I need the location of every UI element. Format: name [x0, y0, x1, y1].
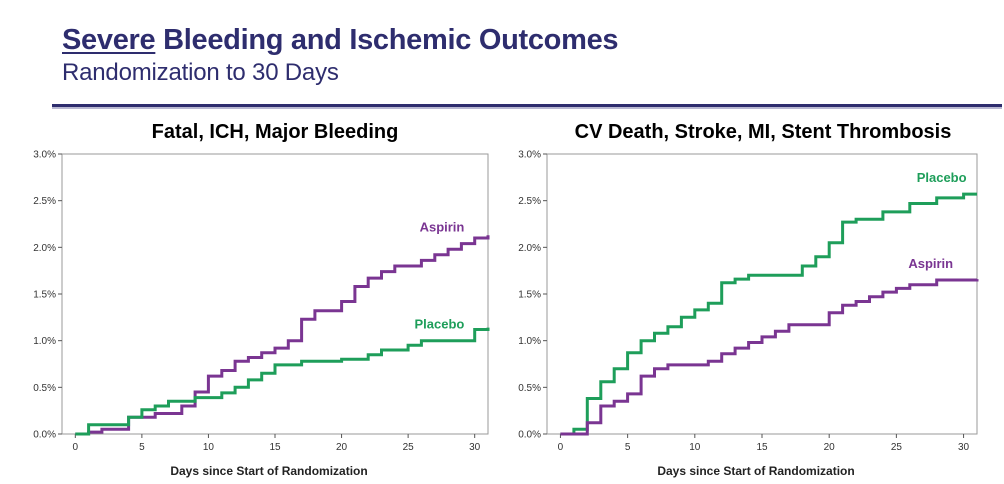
y-tick-label: 2.0% — [33, 243, 56, 254]
series-label-placebo: Placebo — [917, 170, 967, 185]
x-tick-label: 5 — [139, 442, 145, 453]
x-tick-label: 20 — [824, 442, 836, 453]
y-tick-label: 0.5% — [33, 383, 56, 394]
plot-frame — [61, 153, 489, 435]
x-axis-title: Days since Start of Randomization — [170, 464, 367, 478]
x-tick-label: 20 — [336, 442, 348, 453]
y-tick-label: 2.0% — [518, 243, 541, 254]
x-axis-title: Days since Start of Randomization — [657, 464, 854, 478]
x-tick-label: 30 — [958, 442, 970, 453]
slide-title: Severe Bleeding and Ischemic Outcomes — [62, 22, 992, 58]
y-tick-label: 2.5% — [518, 196, 541, 207]
series-line-placebo — [560, 192, 977, 436]
series-line-aspirin — [75, 235, 490, 436]
chart-panel-2: CV Death, Stroke, MI, Stent Thrombosis 0.… — [518, 121, 979, 478]
series-label-aspirin: Aspirin — [908, 256, 953, 271]
chart-title: Fatal, ICH, Major Bleeding — [152, 121, 399, 143]
series-label-aspirin: Aspirin — [420, 220, 465, 235]
chart-panel-1: Fatal, ICH, Major Bleeding 0.0% 0.5% 1.0% 1.… — [33, 121, 490, 478]
slide-subtitle: Randomization to 30 Days — [62, 59, 339, 86]
x-tick-label: 30 — [469, 442, 481, 453]
plot-frame — [546, 153, 978, 435]
y-tick-label: 1.5% — [518, 290, 541, 301]
header-divider-shadow — [52, 107, 1002, 109]
series-line-aspirin — [560, 278, 979, 436]
y-tick-label: 1.0% — [33, 336, 56, 347]
x-tick-label: 15 — [756, 442, 768, 453]
y-tick-label: 3.0% — [33, 150, 56, 161]
y-tick-label: 1.0% — [518, 336, 541, 347]
x-tick-label: 0 — [558, 442, 564, 453]
y-tick-label: 0.0% — [33, 430, 56, 441]
x-tick-label: 0 — [73, 442, 79, 453]
header-divider — [52, 104, 1002, 107]
x-tick-label: 25 — [403, 442, 415, 453]
slide-title-rest: Bleeding and Ischemic Outcomes — [155, 24, 619, 56]
x-tick-label: 10 — [689, 442, 701, 453]
y-tick-label: 1.5% — [33, 290, 56, 301]
x-tick-label: 15 — [269, 442, 281, 453]
series-line-placebo — [75, 327, 490, 436]
x-tick-label: 5 — [625, 442, 631, 453]
y-tick-label: 0.5% — [518, 383, 541, 394]
x-tick-label: 25 — [891, 442, 903, 453]
y-tick-label: 2.5% — [33, 196, 56, 207]
series-label-placebo: Placebo — [415, 317, 465, 332]
y-tick-label: 0.0% — [518, 430, 541, 441]
slide-title-emphasis: Severe — [62, 24, 156, 56]
slide-header: Severe Bleeding and Ischemic Outcomes Ra… — [62, 22, 992, 88]
chart-title: CV Death, Stroke, MI, Stent Thrombosis — [575, 121, 952, 143]
y-tick-label: 3.0% — [518, 150, 541, 161]
x-tick-label: 10 — [203, 442, 215, 453]
